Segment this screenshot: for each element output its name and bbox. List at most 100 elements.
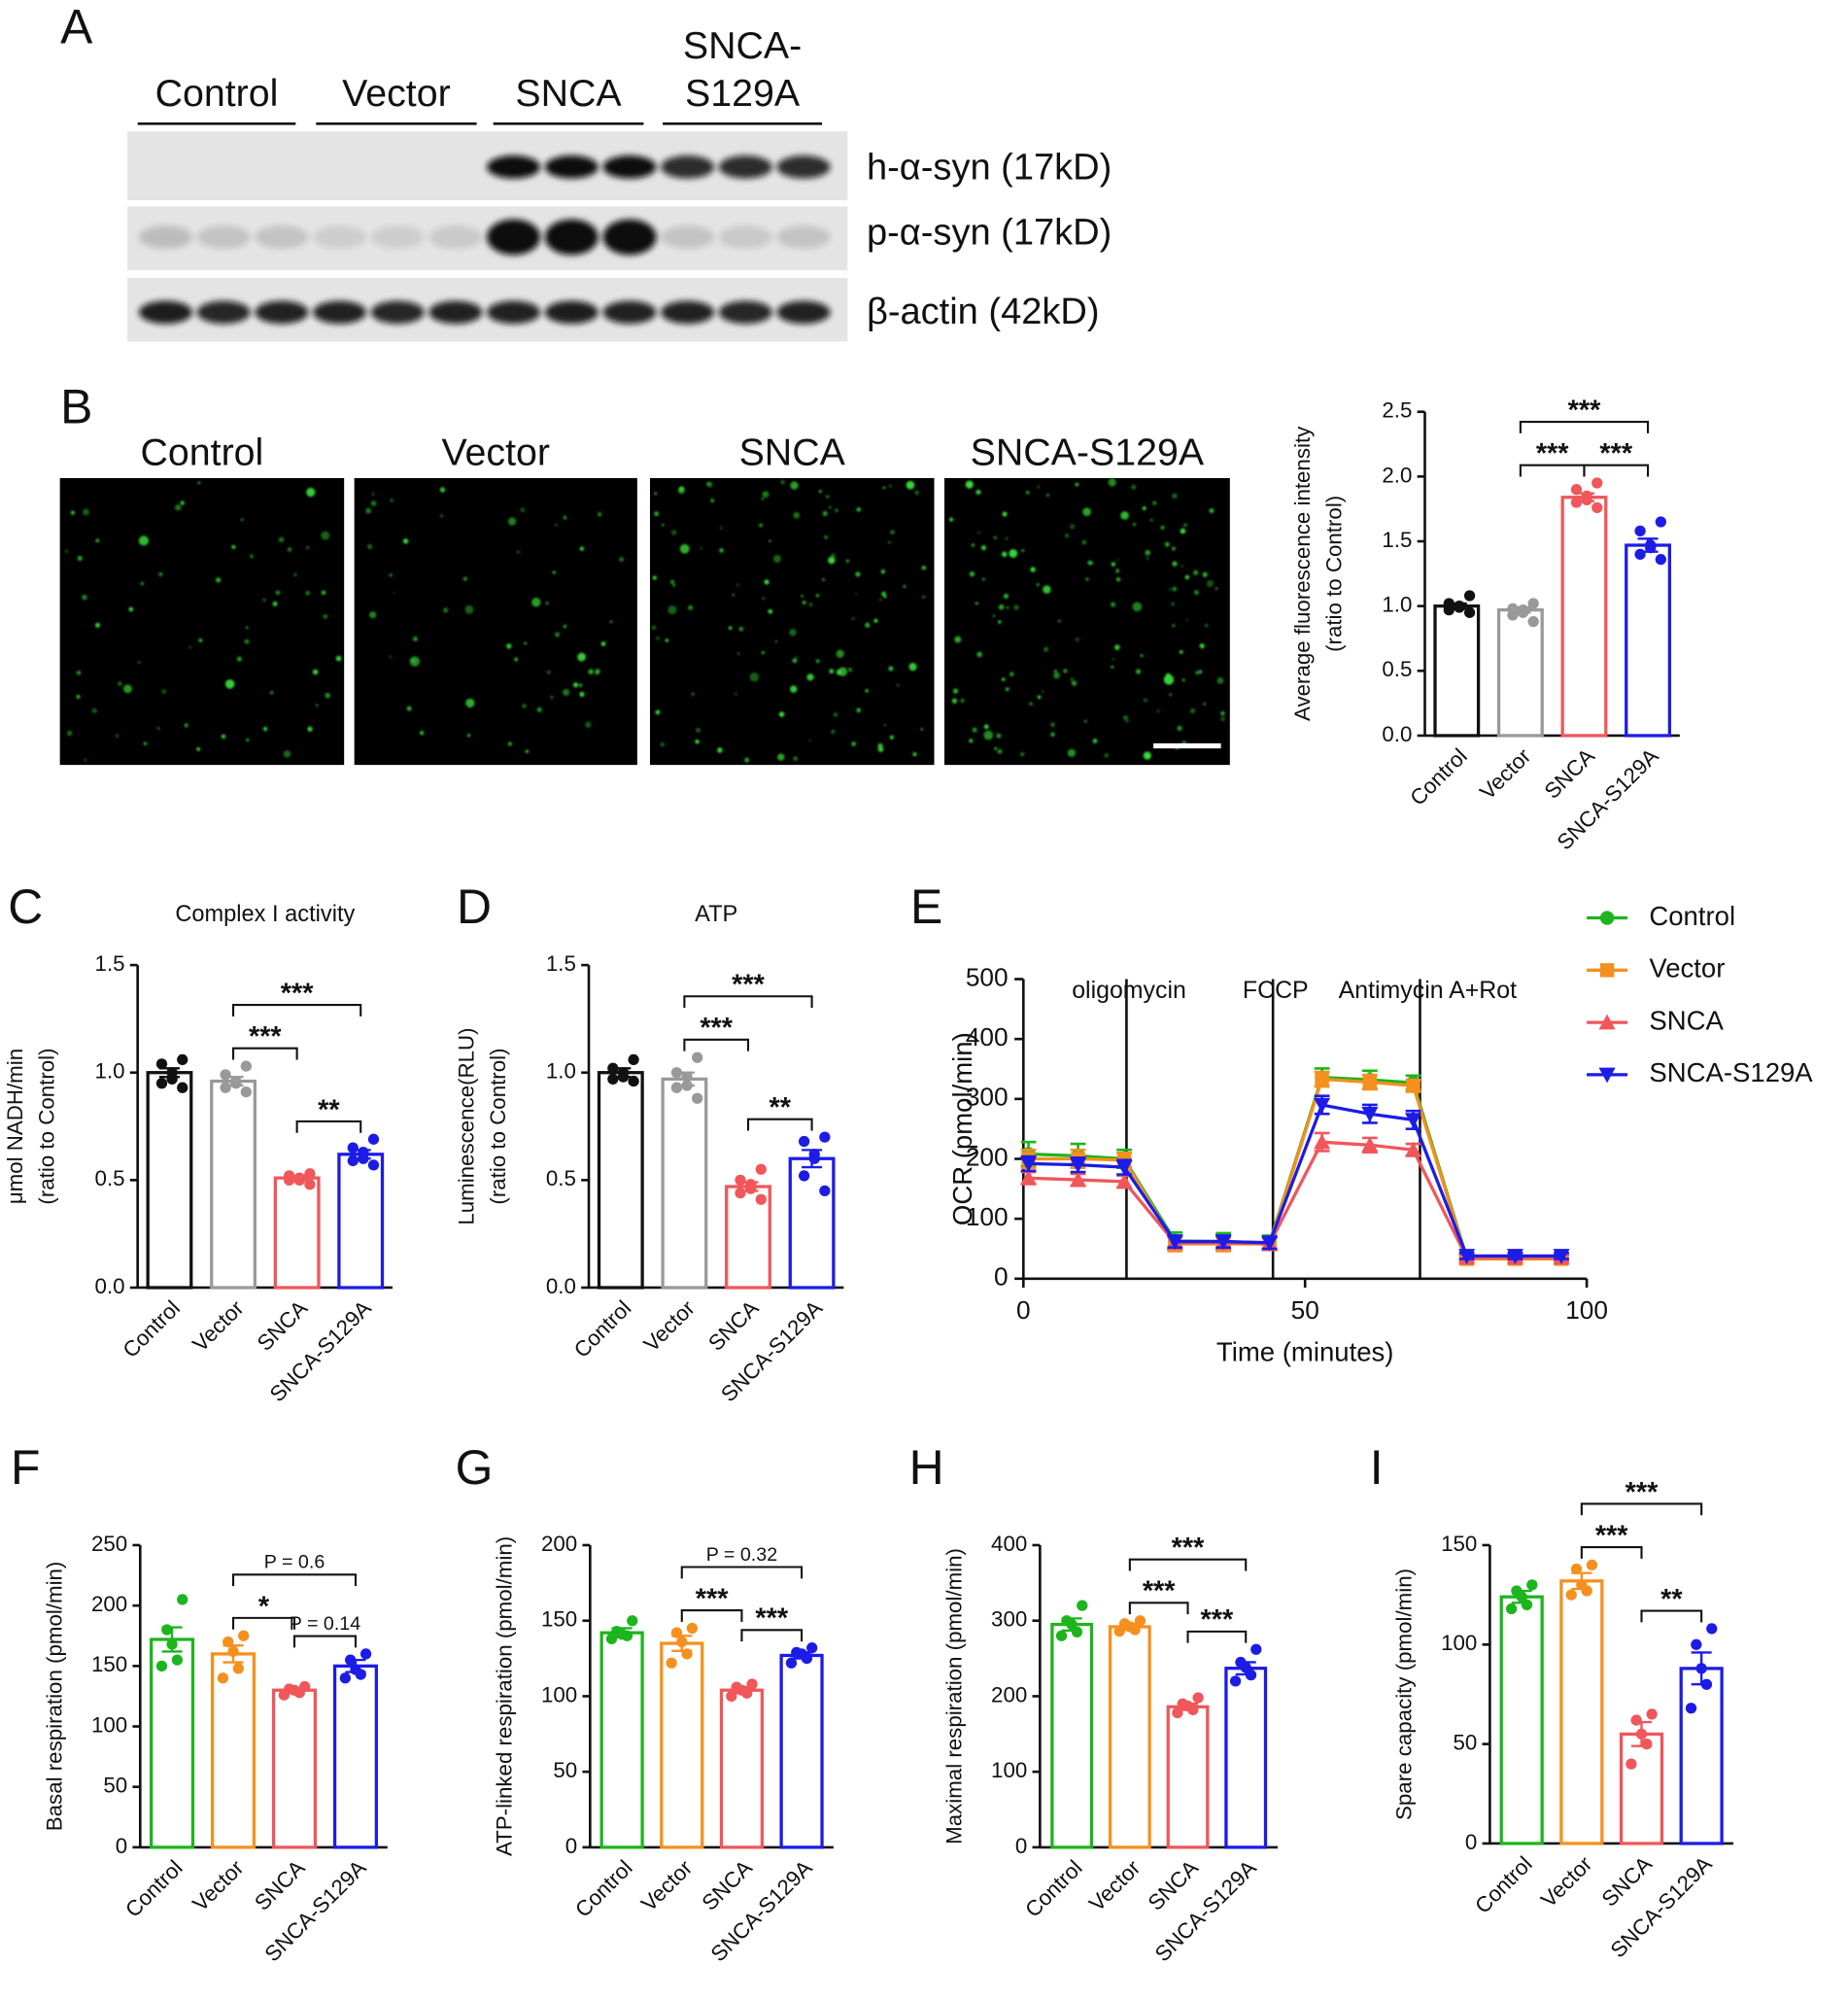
legend-label: Vector (1649, 953, 1725, 983)
cell-dot (1037, 485, 1041, 489)
cell-dot (952, 688, 959, 694)
cell-dot (695, 739, 700, 744)
image-label: SNCA (739, 431, 846, 474)
cell-dot (851, 741, 856, 746)
y-tick-label: 0 (994, 1262, 1009, 1292)
x-tick-label: Vector (1475, 743, 1536, 805)
cell-dot (768, 608, 773, 614)
data-point (1635, 1728, 1648, 1741)
data-point (1570, 497, 1583, 508)
blot-band (602, 155, 657, 179)
y-tick-label: 2.5 (1382, 398, 1412, 423)
data-point (1166, 1234, 1183, 1251)
significance-bracket (683, 995, 813, 1009)
cell-dot (513, 657, 519, 662)
cell-dot (1220, 716, 1226, 722)
cell-dot (262, 598, 266, 603)
cell-dot (245, 626, 249, 630)
cell-dot (1070, 524, 1076, 530)
significance-label: P = 0.14 (290, 1613, 360, 1635)
cell-dot (262, 726, 268, 732)
cell-dot (231, 544, 236, 549)
blot-band (661, 155, 715, 179)
cell-dot (406, 706, 412, 711)
x-tick-label: SNCA (253, 1295, 313, 1356)
cell-dot (823, 534, 829, 539)
cell-dot (522, 704, 527, 708)
cell-dot (1013, 604, 1019, 610)
blot-band (602, 219, 657, 256)
cell-dot (969, 571, 975, 577)
data-point (1020, 1169, 1038, 1186)
significance-label: *** (249, 1021, 282, 1052)
cell-dot (687, 604, 694, 610)
cell-dot (834, 508, 839, 513)
cell-dot (1005, 687, 1010, 692)
cell-dot (806, 673, 814, 681)
cell-dot (1092, 739, 1098, 743)
cell-dot (735, 693, 737, 696)
significance-label: *** (1626, 1477, 1659, 1508)
cell-dot (793, 511, 801, 519)
x-tick-label: SNCA (703, 1295, 764, 1356)
y-tick-label: 400 (991, 1532, 1027, 1556)
cell-dot (774, 640, 778, 643)
data-point (1685, 1703, 1697, 1714)
blot-band (487, 300, 541, 325)
y-axis-label: (ratio to Control) (486, 1048, 510, 1204)
data-point (1454, 602, 1465, 613)
cell-dot (764, 579, 770, 585)
cell-dot (948, 517, 954, 522)
cell-dot (465, 698, 475, 708)
y-tick-label: 300 (966, 1083, 1009, 1112)
data-point (1458, 1249, 1476, 1264)
cell-dot (1071, 680, 1078, 686)
data-point (1361, 1136, 1379, 1153)
data-point (1463, 606, 1476, 618)
cell-dot (1104, 752, 1110, 758)
cell-dot (293, 572, 297, 577)
injection-label: oligomycin (1072, 977, 1186, 1004)
cell-dot (829, 505, 832, 509)
x-tick-label: Control (1470, 1851, 1537, 1918)
x-tick-label: Control (120, 1855, 188, 1922)
blot-band-label: β-actin (42kD) (867, 292, 1100, 332)
blot-band-label: h-α-syn (17kD) (867, 148, 1112, 189)
data-point (1570, 484, 1583, 496)
data-point (605, 1633, 618, 1645)
cell-dot (188, 645, 192, 649)
cell-dot (829, 669, 835, 674)
data-point (1215, 1234, 1232, 1251)
bar (597, 1071, 644, 1290)
panel-label: I (1370, 1440, 1384, 1495)
cell-dot (158, 571, 163, 576)
cell-dot (851, 616, 855, 621)
cell-dot (996, 733, 1002, 739)
significance-bracket (680, 1609, 743, 1622)
bar (337, 1153, 385, 1290)
significance-label: *** (1568, 395, 1601, 426)
data-point (1691, 1638, 1702, 1650)
y-tick-label: 100 (991, 1758, 1027, 1782)
data-point (1404, 1113, 1422, 1128)
data-point (1527, 616, 1539, 628)
cell-dot (890, 530, 895, 534)
data-point (735, 1174, 746, 1186)
cell-dot (572, 682, 579, 688)
cell-dot (393, 591, 395, 595)
cell-dot (65, 549, 69, 553)
y-axis-label: Basal respiration (pmol/min) (43, 1562, 67, 1832)
bar (332, 1664, 379, 1849)
cell-dot (1029, 702, 1033, 707)
cell-dot (520, 507, 526, 513)
cell-dot (554, 632, 561, 638)
cell-dot (1084, 577, 1089, 581)
y-tick-label: 200 (966, 1142, 1009, 1171)
chart-title: ATP (695, 902, 737, 927)
cell-dot (1152, 500, 1157, 505)
data-point (744, 1183, 757, 1194)
data-point (726, 1690, 737, 1703)
cell-dot (1145, 549, 1151, 556)
blot-group-label: Control (155, 72, 279, 115)
cell-dot (1115, 576, 1121, 582)
